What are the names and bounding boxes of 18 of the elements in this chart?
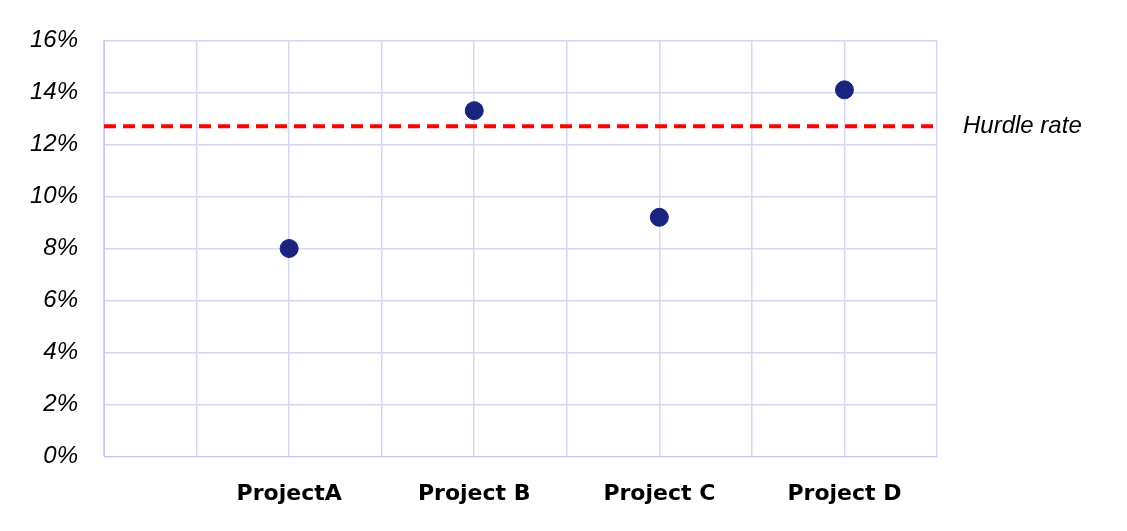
y-tick-label: 12%: [29, 129, 79, 157]
x-tick-label: Project D: [787, 479, 902, 505]
y-tick-label: 10%: [29, 181, 79, 209]
x-tick-label: ProjectA: [236, 479, 342, 505]
y-tick-label: 8%: [43, 233, 79, 261]
ref-line-label: Hurdle rate: [963, 110, 1082, 138]
y-tick-label: 4%: [43, 337, 79, 365]
y-tick-label: 16%: [29, 25, 79, 53]
x-tick-label: Project B: [417, 479, 531, 505]
y-tick-label: 14%: [29, 77, 79, 105]
y-tick-label: 2%: [42, 389, 79, 417]
x-tick-label: Project C: [603, 479, 716, 505]
point: [834, 80, 854, 100]
point: [279, 239, 299, 258]
y-tick-label: 0%: [43, 441, 79, 469]
point: [464, 101, 484, 121]
point: [649, 207, 669, 227]
y-tick-label: 6%: [43, 285, 79, 313]
